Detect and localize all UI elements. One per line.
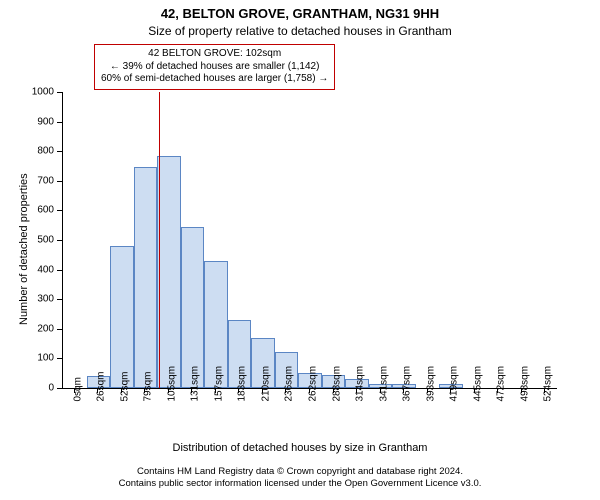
histogram-bar [157,156,181,388]
plot-area [62,92,557,389]
chart-container: 42, BELTON GROVE, GRANTHAM, NG31 9HH Siz… [0,0,600,500]
marker-line [159,92,160,388]
histogram-bar [181,227,205,388]
annotation-line-3: 60% of semi-detached houses are larger (… [101,73,328,86]
y-tick-label: 800 [14,146,54,157]
annotation-box: 42 BELTON GROVE: 102sqm ← 39% of detache… [94,44,335,90]
footer-line-2: Contains public sector information licen… [0,478,600,490]
y-tick-label: 600 [14,205,54,216]
annotation-line-2: ← 39% of detached houses are smaller (1,… [101,61,328,74]
y-tick-label: 500 [14,235,54,246]
y-tick-label: 700 [14,175,54,186]
chart-title-main: 42, BELTON GROVE, GRANTHAM, NG31 9HH [0,6,600,21]
y-tick-label: 400 [14,264,54,275]
histogram-bar [134,167,158,388]
footer: Contains HM Land Registry data © Crown c… [0,466,600,491]
y-tick-label: 900 [14,116,54,127]
y-tick-label: 1000 [14,87,54,98]
chart-title-sub: Size of property relative to detached ho… [0,24,600,38]
annotation-line-1: 42 BELTON GROVE: 102sqm [101,48,328,61]
histogram-bar [110,246,134,388]
x-axis-title: Distribution of detached houses by size … [0,442,600,454]
y-tick-label: 200 [14,323,54,334]
footer-line-1: Contains HM Land Registry data © Crown c… [0,466,600,478]
y-tick-label: 0 [14,383,54,394]
y-tick-label: 100 [14,353,54,364]
y-tick-label: 300 [14,294,54,305]
